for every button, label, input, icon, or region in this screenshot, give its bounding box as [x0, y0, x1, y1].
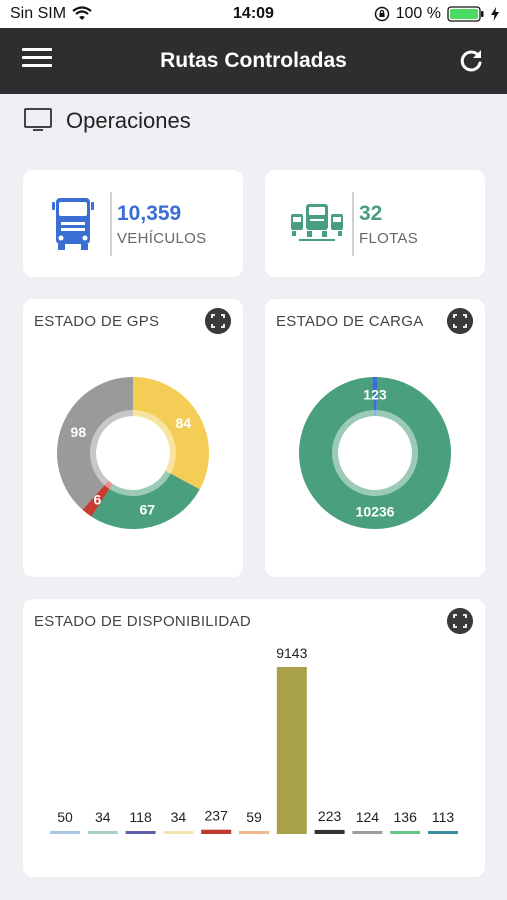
fleet-icon — [291, 204, 343, 241]
carga-value-label: 10236 — [356, 504, 395, 520]
truck-icon — [52, 198, 94, 250]
fleets-label: FLOTAS — [359, 230, 419, 247]
carga-chart-title: ESTADO DE CARGA — [276, 313, 424, 330]
divider — [352, 192, 354, 256]
menu-button[interactable] — [22, 48, 52, 74]
carga-chart-card: ESTADO DE CARGA 123 10236 — [265, 299, 485, 577]
refresh-icon[interactable] — [457, 47, 485, 75]
gps-chart-card: ESTADO DE GPS 84 67 6 98 — [23, 299, 243, 577]
clock: 14:09 — [233, 5, 274, 22]
carga-slice — [372, 377, 378, 417]
expand-icon[interactable] — [205, 308, 231, 334]
bar — [276, 667, 307, 834]
bar-value-label: 118 — [129, 809, 152, 825]
fleets-card[interactable]: 32 FLOTAS — [265, 170, 485, 277]
bar-value-label: 237 — [205, 808, 229, 824]
gps-value-label: 84 — [176, 415, 192, 431]
bar — [125, 831, 156, 834]
bar-value-label: 9143 — [276, 645, 307, 661]
app-header: Rutas Controladas — [0, 28, 507, 94]
carga-slice — [298, 377, 451, 529]
bar — [201, 829, 232, 834]
gps-slice — [82, 480, 113, 517]
expand-icon[interactable] — [447, 308, 473, 334]
gps-value-label: 6 — [94, 491, 102, 507]
bar — [352, 831, 383, 834]
battery-icon — [447, 6, 484, 22]
bar-value-label: 124 — [356, 809, 380, 825]
gps-value-label: 67 — [139, 502, 155, 518]
gps-slice — [133, 377, 209, 490]
carga-value-label: 123 — [363, 387, 387, 403]
vehicles-label: VEHÍCULOS — [117, 230, 207, 247]
gps-value-label: 98 — [71, 424, 87, 440]
bar — [239, 831, 269, 834]
rotation-lock-icon — [374, 6, 389, 22]
bar — [314, 829, 345, 834]
charging-bolt-icon — [491, 7, 499, 21]
carga-inner-ring — [332, 410, 418, 496]
section-title: Operaciones — [66, 108, 191, 133]
status-bar: Sin SIM 14:09 100 % — [0, 0, 507, 28]
divider — [110, 192, 112, 256]
carga-donut-chart: 123 10236 — [298, 377, 451, 529]
monitor-icon — [24, 108, 52, 131]
disponibilidad-chart-title: ESTADO DE DISPONIBILIDAD — [34, 613, 251, 630]
bar-value-label: 34 — [171, 809, 187, 825]
bar — [390, 831, 421, 834]
bar-value-label: 59 — [246, 809, 262, 825]
gps-slice — [56, 377, 134, 510]
bar-value-label: 136 — [394, 809, 418, 825]
gps-slice — [91, 470, 200, 529]
bar-value-label: 113 — [432, 809, 455, 825]
gps-chart-title: ESTADO DE GPS — [34, 313, 160, 330]
bar — [50, 831, 80, 834]
expand-icon[interactable] — [447, 608, 473, 634]
disponibilidad-bar-chart: 50 34 118 34 237 59 9143 223 124 136 113 — [50, 645, 458, 834]
section-header: Operaciones — [24, 108, 191, 134]
battery-percent: 100 % — [395, 5, 441, 22]
bar — [428, 831, 458, 834]
page-title: Rutas Controladas — [160, 49, 347, 72]
carrier-label: Sin SIM — [10, 5, 67, 22]
bar-value-label: 34 — [95, 809, 111, 825]
vehicles-card[interactable]: 10,359 VEHÍCULOS — [23, 170, 243, 277]
bar-value-label: 50 — [57, 809, 73, 825]
disponibilidad-chart-card: ESTADO DE DISPONIBILIDAD 50 34 118 34 237 59 9… — [23, 599, 485, 877]
bar — [163, 831, 194, 834]
wifi-icon — [72, 6, 92, 20]
gps-donut-chart: 84 67 6 98 — [56, 377, 209, 529]
bar-value-label: 223 — [318, 808, 342, 824]
vehicles-count: 10,359 — [117, 202, 182, 225]
fleets-count: 32 — [359, 202, 383, 225]
bar — [87, 831, 118, 834]
gps-inner-ring — [90, 410, 176, 496]
